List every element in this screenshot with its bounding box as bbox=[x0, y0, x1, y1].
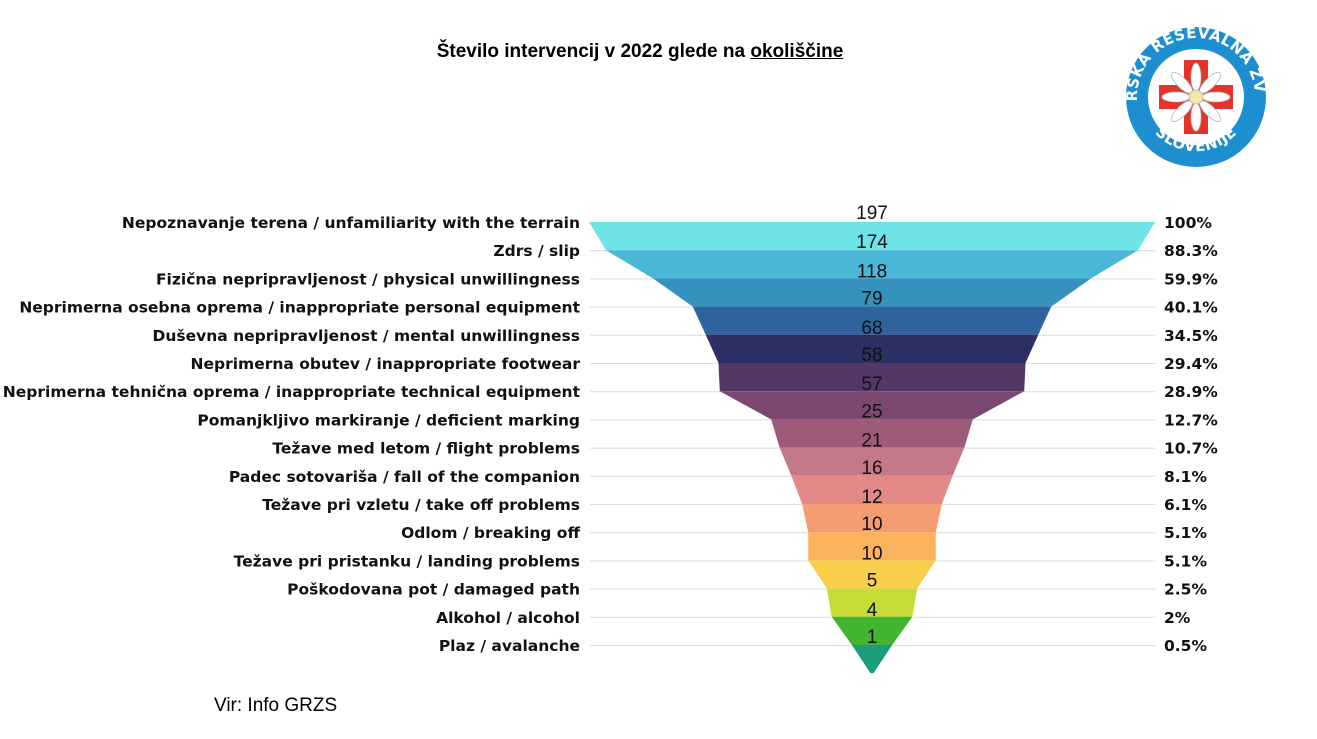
category-label: Fizična nepripravljenost / physical unwi… bbox=[156, 270, 580, 288]
category-label: Poškodovana pot / damaged path bbox=[287, 581, 580, 599]
value-label: 12 bbox=[861, 487, 882, 508]
value-label: 174 bbox=[856, 232, 888, 253]
category-label: Neprimerna obutev / inappropriate footwe… bbox=[191, 355, 581, 373]
value-label: 10 bbox=[861, 514, 882, 535]
percent-label: 8.1% bbox=[1164, 468, 1207, 486]
percent-label: 5.1% bbox=[1164, 552, 1207, 570]
category-label: Duševna nepripravljenost / mental unwill… bbox=[153, 327, 581, 345]
category-label: Pomanjkljivo markiranje / deficient mark… bbox=[197, 411, 580, 429]
funnel-segment bbox=[589, 222, 1155, 251]
value-label: 4 bbox=[867, 600, 878, 621]
category-label: Plaz / avalanche bbox=[439, 637, 580, 655]
chart-title-underlined: okoliščine bbox=[750, 41, 844, 62]
category-label: Padec sotovariša / fall of the companion bbox=[229, 468, 580, 486]
category-label: Težave pri vzletu / take off problems bbox=[262, 496, 580, 514]
category-label: Nepoznavanje terena / unfamiliarity with… bbox=[122, 214, 580, 232]
funnel-segment bbox=[771, 419, 973, 448]
value-label: 25 bbox=[861, 401, 882, 422]
funnel-segment bbox=[692, 306, 1052, 335]
grzs-logo: GORSKA REŠEVALNA ZVEZA SLOVENIJE bbox=[1118, 22, 1269, 170]
percent-label: 6.1% bbox=[1164, 496, 1207, 514]
percent-label: 28.9% bbox=[1164, 383, 1218, 401]
funnel-segment bbox=[606, 250, 1138, 279]
category-label: Težave med letom / flight problems bbox=[272, 440, 580, 458]
value-label: 1 bbox=[867, 627, 878, 648]
percent-label: 2% bbox=[1164, 609, 1191, 627]
funnel-segment bbox=[851, 645, 893, 674]
percent-label: 100% bbox=[1164, 214, 1212, 232]
category-label: Odlom / breaking off bbox=[401, 524, 580, 542]
funnel-segment bbox=[802, 504, 942, 533]
value-label: 79 bbox=[861, 289, 882, 310]
value-label: 68 bbox=[861, 318, 882, 339]
category-label: Zdrs / slip bbox=[493, 242, 580, 260]
chart-title-prefix: Število intervencij v 2022 glede na bbox=[436, 41, 746, 62]
funnel-segment bbox=[705, 334, 1039, 363]
value-label: 118 bbox=[857, 261, 887, 282]
funnel-segment bbox=[831, 616, 913, 645]
source-note: Vir: Info GRZS bbox=[214, 695, 338, 716]
percent-labels: 100% 88.3% 59.9% 40.1% 34.5% 29.4% 28.9% 12.7% 1… bbox=[1164, 214, 1218, 655]
category-label: Alkohol / alcohol bbox=[436, 609, 580, 627]
funnel-segment bbox=[652, 278, 1092, 307]
value-label: 16 bbox=[861, 458, 882, 479]
percent-label: 59.9% bbox=[1164, 270, 1218, 288]
percent-label: 29.4% bbox=[1164, 355, 1218, 373]
value-labels: 197 174 118 79 68 58 57 25 21 16 12 10 10 5 4 1 bbox=[856, 203, 888, 648]
funnel-shape bbox=[589, 222, 1155, 674]
category-label: Neprimerna osebna oprema / inappropriate… bbox=[19, 299, 580, 317]
category-label: Težave pri pristanku / landing problems bbox=[234, 552, 580, 570]
edelweiss-icon bbox=[1161, 62, 1231, 132]
value-label: 57 bbox=[861, 374, 882, 395]
category-labels: Nepoznavanje terena / unfamiliarity with… bbox=[3, 214, 581, 655]
funnel-segment bbox=[808, 532, 936, 561]
chart-title: Število intervencij v 2022 glede na okol… bbox=[0, 41, 1280, 63]
value-label: 10 bbox=[861, 543, 882, 564]
value-label: 21 bbox=[861, 431, 882, 452]
value-label: 197 bbox=[856, 203, 888, 224]
category-label: Neprimerna tehnična oprema / inappropria… bbox=[3, 383, 581, 401]
funnel-segment bbox=[791, 475, 953, 504]
percent-label: 34.5% bbox=[1164, 327, 1218, 345]
funnel-segment bbox=[719, 391, 1025, 420]
funnel-segment bbox=[826, 588, 918, 617]
value-label: 5 bbox=[867, 571, 878, 592]
percent-label: 88.3% bbox=[1164, 242, 1218, 260]
funnel-segment bbox=[779, 447, 965, 476]
percent-label: 5.1% bbox=[1164, 524, 1207, 542]
percent-label: 2.5% bbox=[1164, 581, 1207, 599]
percent-label: 40.1% bbox=[1164, 299, 1218, 317]
percent-label: 10.7% bbox=[1164, 440, 1218, 458]
funnel-segment bbox=[718, 363, 1026, 392]
funnel-segment bbox=[808, 560, 936, 589]
value-label: 58 bbox=[861, 345, 882, 366]
percent-label: 0.5% bbox=[1164, 637, 1207, 655]
percent-label: 12.7% bbox=[1164, 411, 1218, 429]
